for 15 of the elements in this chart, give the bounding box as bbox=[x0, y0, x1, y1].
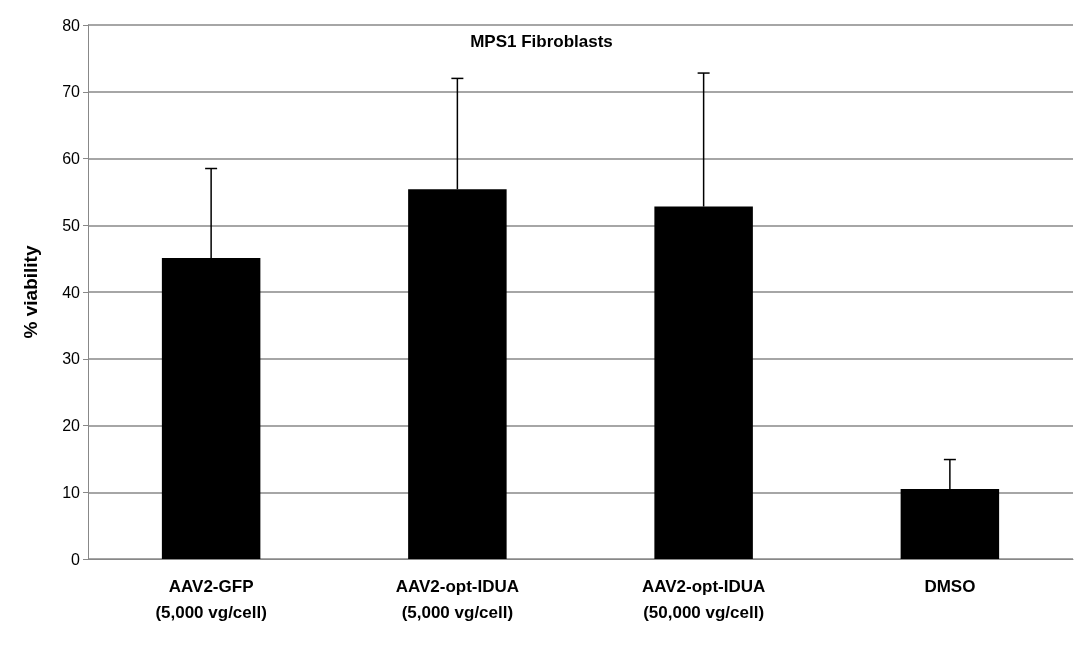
y-tick-label: 10 bbox=[62, 483, 81, 501]
x-tick-label: AAV2-opt-IDUA (5,000 vg/cell) bbox=[395, 576, 520, 622]
x-tick-label: DMSO bbox=[924, 576, 976, 596]
y-tick-label: 60 bbox=[62, 150, 81, 167]
y-tick-label: 50 bbox=[62, 216, 81, 234]
x-tick-label: AAV2-GFP (5,000 vg/cell) bbox=[155, 576, 267, 622]
y-tick-label: 70 bbox=[62, 83, 81, 101]
chart-title: MPS1 Fibroblasts bbox=[470, 32, 613, 51]
y-tick-label: 30 bbox=[62, 350, 81, 368]
y-tick-label: 0 bbox=[71, 550, 81, 568]
x-tick-label: AAV2-opt-IDUA (50,000 vg/cell) bbox=[641, 576, 766, 622]
y-tick-label: 20 bbox=[62, 417, 81, 434]
y-tick-label: 80 bbox=[62, 16, 81, 34]
y-tick-label: 40 bbox=[62, 283, 81, 301]
y-axis-title: % viability bbox=[20, 245, 41, 339]
